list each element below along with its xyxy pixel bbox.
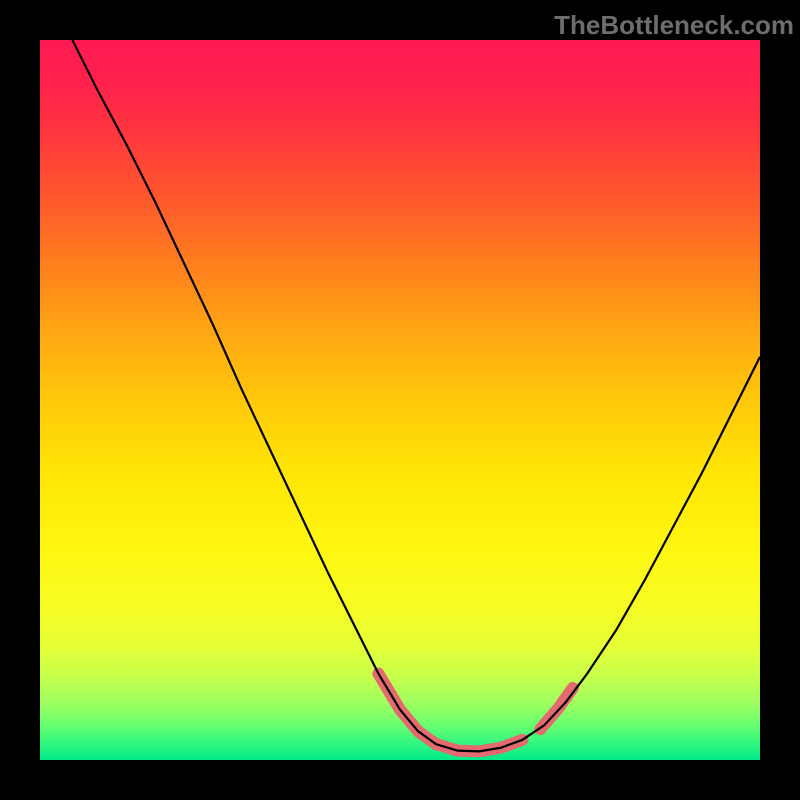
gradient-background [40, 40, 760, 760]
chart-container: TheBottleneck.com [0, 0, 800, 800]
watermark-label: TheBottleneck.com [554, 10, 794, 41]
chart-svg [40, 40, 760, 760]
plot-area [40, 40, 760, 760]
